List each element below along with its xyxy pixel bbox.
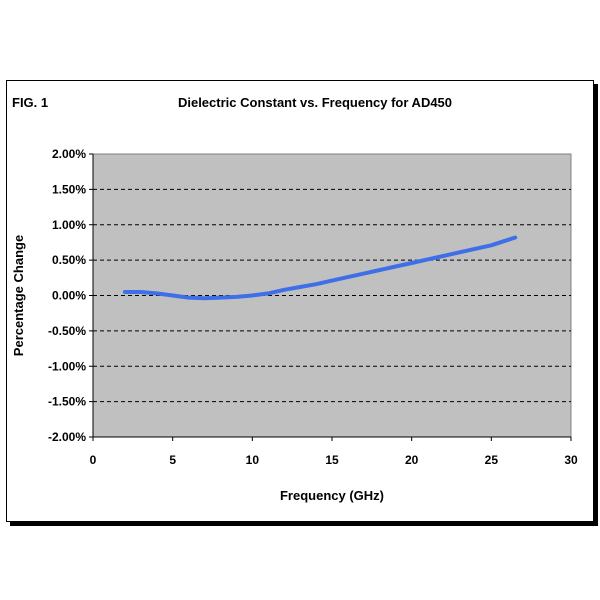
series-lines	[122, 235, 518, 301]
figure-label: FIG. 1	[12, 95, 49, 110]
y-tick-label: -2.00%	[48, 430, 86, 444]
y-tick-label: -1.50%	[48, 395, 86, 409]
y-tick-labels: 2.00% 1.50% 1.00% 0.50% 0.00% -0.50% -1.00% -1.…	[48, 147, 86, 444]
chart-title: Dielectric Constant vs. Frequency for AD…	[177, 95, 453, 110]
y-tick-label: 2.00%	[52, 147, 86, 161]
x-tick-label: 10	[246, 453, 260, 467]
series-line	[122, 235, 518, 301]
x-tick-label: 0	[90, 453, 97, 467]
x-tick-label: 5	[169, 453, 176, 467]
x-tick-label: 20	[405, 453, 419, 467]
x-tick-label: 15	[325, 453, 339, 467]
axes	[89, 153, 572, 441]
y-tick-label: 1.00%	[52, 218, 86, 232]
y-tick-label: -0.50%	[48, 324, 86, 338]
y-tick-label: 0.00%	[52, 289, 86, 303]
x-tick-label: 30	[564, 453, 578, 467]
x-axis-label: Frequency (GHz)	[280, 488, 384, 503]
y-tick-label: 1.50%	[52, 182, 86, 196]
y-tick-label: -1.00%	[48, 359, 86, 373]
y-tick-label: 0.50%	[52, 253, 86, 267]
x-tick-label: 25	[485, 453, 499, 467]
gridlines	[93, 188, 571, 403]
y-axis-label: Percentage Change	[11, 235, 26, 356]
x-tick-labels: 0 5 10 15 20 25 30	[90, 453, 578, 467]
